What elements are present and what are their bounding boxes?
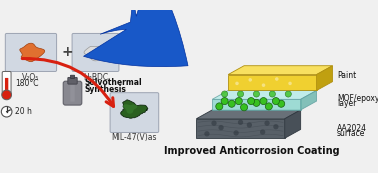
- Text: MIL-47(V)as: MIL-47(V)as: [112, 133, 157, 142]
- Polygon shape: [84, 46, 107, 61]
- Circle shape: [234, 130, 239, 136]
- Polygon shape: [301, 90, 316, 110]
- FancyBboxPatch shape: [5, 78, 8, 92]
- Circle shape: [248, 98, 255, 105]
- Circle shape: [264, 121, 270, 126]
- Circle shape: [285, 91, 291, 97]
- Polygon shape: [20, 43, 45, 62]
- Polygon shape: [121, 100, 148, 118]
- Text: layer: layer: [337, 99, 356, 108]
- Polygon shape: [196, 110, 301, 119]
- Circle shape: [2, 90, 11, 100]
- FancyBboxPatch shape: [68, 77, 77, 84]
- Circle shape: [237, 91, 243, 97]
- FancyBboxPatch shape: [72, 33, 119, 71]
- Circle shape: [204, 131, 209, 136]
- Circle shape: [248, 78, 252, 82]
- Circle shape: [235, 82, 239, 85]
- Circle shape: [222, 91, 228, 97]
- Polygon shape: [196, 119, 285, 138]
- Circle shape: [216, 103, 223, 110]
- Text: Synthesis: Synthesis: [85, 85, 127, 94]
- Circle shape: [2, 106, 12, 117]
- Circle shape: [253, 91, 260, 97]
- FancyArrowPatch shape: [84, 0, 188, 67]
- Text: MOF/epoxy: MOF/epoxy: [337, 94, 378, 103]
- Circle shape: [273, 98, 279, 105]
- Circle shape: [260, 98, 267, 105]
- Circle shape: [278, 100, 285, 107]
- Text: Solvothermal: Solvothermal: [85, 78, 143, 87]
- Circle shape: [247, 122, 252, 128]
- Text: +: +: [61, 45, 73, 59]
- Circle shape: [218, 125, 224, 130]
- FancyBboxPatch shape: [70, 75, 74, 78]
- Polygon shape: [212, 90, 316, 99]
- FancyBboxPatch shape: [63, 81, 82, 105]
- Circle shape: [262, 83, 265, 87]
- Circle shape: [269, 91, 276, 97]
- FancyBboxPatch shape: [2, 71, 11, 95]
- Circle shape: [211, 121, 217, 126]
- Text: surface: surface: [337, 129, 365, 138]
- Circle shape: [273, 124, 279, 129]
- Polygon shape: [212, 99, 301, 110]
- Circle shape: [265, 103, 273, 110]
- Circle shape: [228, 100, 235, 107]
- Circle shape: [275, 77, 279, 81]
- Circle shape: [240, 104, 248, 111]
- Circle shape: [238, 120, 243, 125]
- Text: H₂BDC: H₂BDC: [83, 73, 108, 82]
- Polygon shape: [316, 66, 333, 90]
- Text: Paint: Paint: [337, 71, 356, 80]
- FancyBboxPatch shape: [70, 85, 75, 102]
- Polygon shape: [228, 66, 333, 75]
- Circle shape: [221, 98, 228, 105]
- Text: 20 h: 20 h: [15, 107, 32, 116]
- Text: V₂O₅: V₂O₅: [22, 73, 40, 82]
- FancyBboxPatch shape: [110, 93, 159, 133]
- Polygon shape: [123, 104, 137, 114]
- Circle shape: [288, 82, 292, 85]
- Circle shape: [253, 99, 260, 106]
- Text: Improved Anticorrosion Coating: Improved Anticorrosion Coating: [164, 147, 340, 157]
- FancyBboxPatch shape: [5, 33, 57, 71]
- Circle shape: [260, 129, 265, 135]
- Text: 180°C: 180°C: [15, 79, 39, 88]
- Polygon shape: [228, 75, 316, 90]
- Circle shape: [235, 98, 242, 105]
- Text: AA2024: AA2024: [337, 124, 367, 133]
- Polygon shape: [285, 110, 301, 138]
